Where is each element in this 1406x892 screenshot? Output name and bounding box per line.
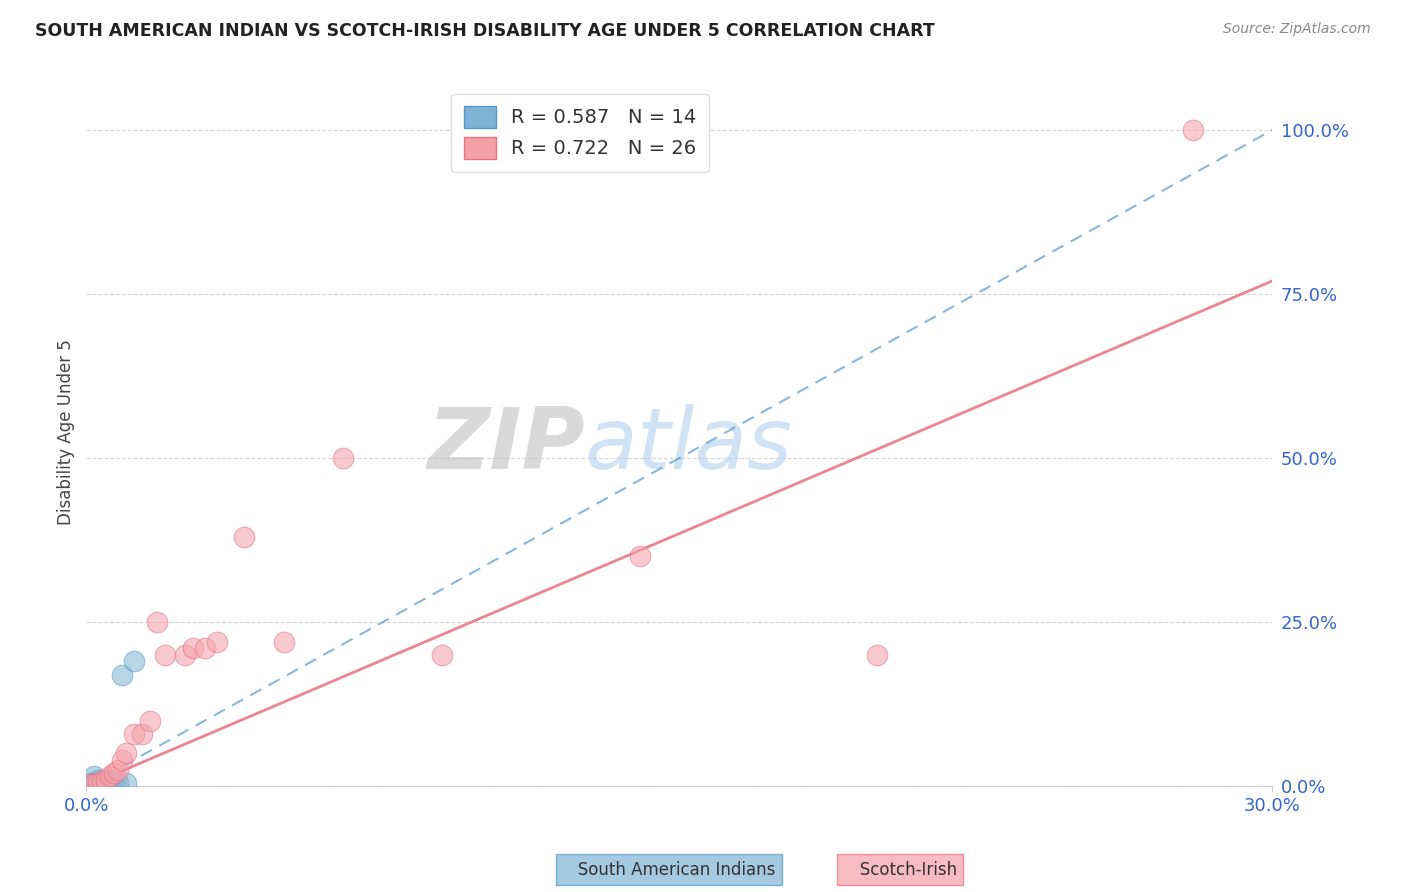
Point	[87, 776, 110, 790]
Point	[103, 766, 125, 780]
Point	[79, 776, 101, 790]
Point	[114, 776, 136, 790]
Point	[83, 769, 105, 783]
Y-axis label: Disability Age Under 5: Disability Age Under 5	[58, 339, 75, 524]
Point	[122, 655, 145, 669]
Point	[107, 776, 129, 790]
Point	[87, 772, 110, 787]
Text: SOUTH AMERICAN INDIAN VS SCOTCH-IRISH DISABILITY AGE UNDER 5 CORRELATION CHART: SOUTH AMERICAN INDIAN VS SCOTCH-IRISH DI…	[35, 22, 935, 40]
Point	[174, 648, 197, 662]
Point	[122, 726, 145, 740]
Point	[111, 753, 134, 767]
Point	[83, 777, 105, 791]
Point	[1182, 123, 1205, 137]
Point	[628, 549, 651, 564]
Point	[332, 450, 354, 465]
Point	[98, 776, 121, 790]
Point	[155, 648, 177, 662]
Text: atlas: atlas	[585, 404, 793, 487]
Point	[91, 776, 114, 790]
Point	[131, 726, 153, 740]
Point	[79, 777, 101, 791]
Point	[91, 776, 114, 790]
Point	[181, 641, 204, 656]
Point	[103, 776, 125, 790]
Point	[194, 641, 217, 656]
Point	[94, 776, 117, 790]
Point	[146, 615, 169, 629]
Point	[111, 667, 134, 681]
Text: Source: ZipAtlas.com: Source: ZipAtlas.com	[1223, 22, 1371, 37]
Point	[205, 634, 228, 648]
Point	[83, 776, 105, 790]
Point	[233, 530, 256, 544]
Text: ZIP: ZIP	[427, 404, 585, 487]
Legend: R = 0.587   N = 14, R = 0.722   N = 26: R = 0.587 N = 14, R = 0.722 N = 26	[451, 94, 709, 172]
Point	[138, 714, 160, 728]
Text: Scotch-Irish: Scotch-Irish	[844, 861, 956, 879]
Point	[866, 648, 889, 662]
Point	[87, 776, 110, 790]
Point	[91, 773, 114, 788]
Point	[430, 648, 453, 662]
Point	[107, 763, 129, 777]
Text: South American Indians: South American Indians	[562, 861, 776, 879]
Point	[98, 769, 121, 783]
Point	[94, 772, 117, 787]
Point	[114, 747, 136, 761]
Point	[273, 634, 295, 648]
